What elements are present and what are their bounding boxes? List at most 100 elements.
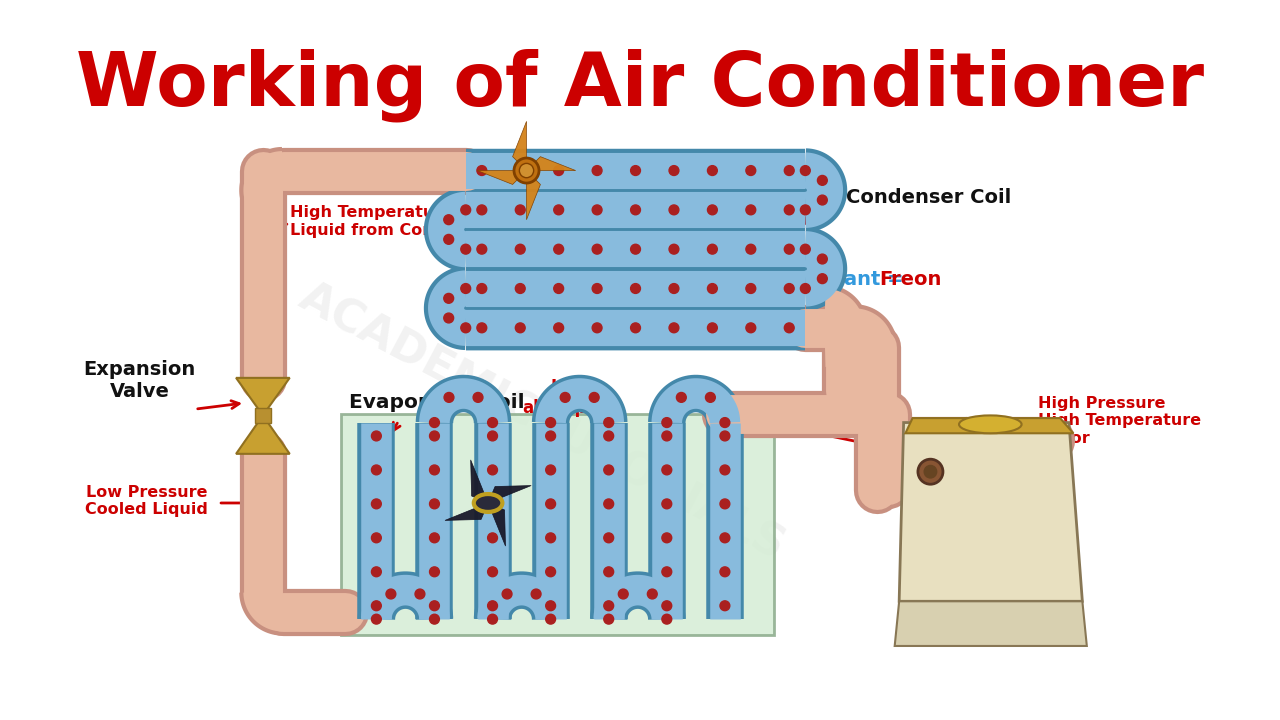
Text: Expansion
Valve: Expansion Valve [83,360,196,401]
Circle shape [516,323,525,333]
Circle shape [488,567,498,577]
Circle shape [631,323,640,333]
Circle shape [785,284,794,294]
Text: Freon: Freon [879,270,942,289]
Circle shape [477,244,486,254]
FancyBboxPatch shape [340,413,774,635]
Circle shape [477,166,486,176]
Circle shape [593,205,602,215]
Circle shape [371,600,381,611]
Circle shape [669,205,678,215]
Polygon shape [488,503,506,546]
Circle shape [430,499,439,509]
Circle shape [708,166,717,176]
Circle shape [593,166,602,176]
Polygon shape [512,122,526,171]
Circle shape [719,418,730,428]
Circle shape [746,284,755,294]
Circle shape [554,244,563,254]
Circle shape [371,614,381,624]
Circle shape [604,431,613,441]
Circle shape [545,431,556,441]
Circle shape [516,244,525,254]
Text: ACADEMICTUTORIALS: ACADEMICTUTORIALS [292,276,792,570]
Circle shape [502,589,512,599]
Circle shape [516,284,525,294]
Circle shape [371,465,381,474]
Ellipse shape [520,163,534,178]
Circle shape [444,392,454,402]
Circle shape [708,244,717,254]
Circle shape [444,313,453,323]
Circle shape [477,284,486,294]
Polygon shape [895,601,1087,646]
Circle shape [545,600,556,611]
Circle shape [669,166,678,176]
Circle shape [545,418,556,428]
Circle shape [545,499,556,509]
Circle shape [430,567,439,577]
Circle shape [488,614,498,624]
Circle shape [561,392,570,402]
Circle shape [746,205,755,215]
Circle shape [818,195,827,205]
Ellipse shape [515,158,539,183]
Circle shape [430,614,439,624]
Circle shape [746,323,755,333]
Circle shape [800,244,810,254]
Text: High Pressure
High Temperature
Vapor: High Pressure High Temperature Vapor [1038,396,1201,446]
Circle shape [785,166,794,176]
Circle shape [708,323,717,333]
Circle shape [705,392,716,402]
Circle shape [371,567,381,577]
Circle shape [662,418,672,428]
Polygon shape [899,423,1083,601]
Circle shape [719,499,730,509]
Circle shape [818,176,827,185]
Circle shape [746,166,755,176]
Circle shape [604,614,613,624]
Circle shape [554,166,563,176]
Circle shape [461,284,471,294]
Circle shape [461,244,471,254]
Text: Low Pressure
Cooled Liquid: Low Pressure Cooled Liquid [86,485,209,518]
Circle shape [415,589,425,599]
Circle shape [488,465,498,474]
Circle shape [676,392,686,402]
Circle shape [800,284,810,294]
Circle shape [800,205,810,215]
Circle shape [631,244,640,254]
Text: Evaporator Coil: Evaporator Coil [349,393,525,413]
Circle shape [488,418,498,428]
Circle shape [430,465,439,474]
Circle shape [669,323,678,333]
Circle shape [662,614,672,624]
Circle shape [604,567,613,577]
Circle shape [719,465,730,474]
Circle shape [918,459,943,485]
Ellipse shape [474,494,502,512]
Circle shape [662,533,672,543]
Circle shape [477,205,486,215]
Circle shape [444,235,453,244]
Circle shape [554,323,563,333]
Ellipse shape [959,415,1021,433]
Circle shape [604,533,613,543]
Circle shape [371,431,381,441]
Circle shape [631,205,640,215]
Circle shape [516,205,525,215]
Circle shape [604,499,613,509]
Circle shape [545,533,556,543]
Circle shape [430,418,439,428]
Circle shape [461,323,471,333]
Polygon shape [526,157,576,171]
Circle shape [477,323,486,333]
Circle shape [545,614,556,624]
Circle shape [461,205,471,215]
Text: Working of Air Conditioner: Working of Air Conditioner [76,48,1204,122]
Circle shape [430,600,439,611]
Circle shape [631,284,640,294]
Circle shape [589,392,599,402]
Polygon shape [236,415,289,454]
Text: High Temperature
Liquid from Condenser: High Temperature Liquid from Condenser [289,205,495,238]
